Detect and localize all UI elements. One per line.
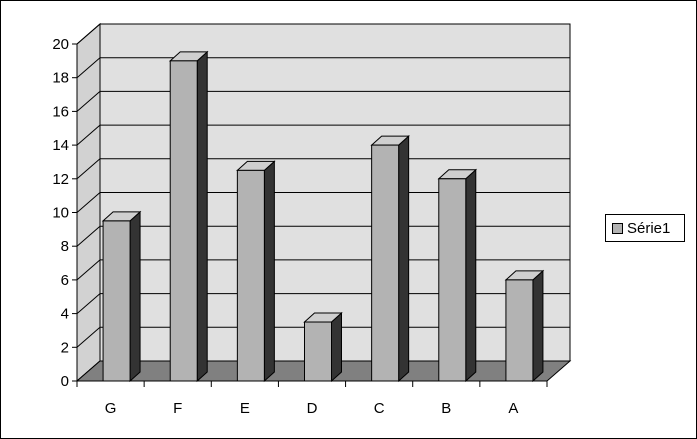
bar-side-E	[264, 161, 274, 381]
bar-F	[170, 61, 197, 381]
bar-side-B	[466, 170, 476, 381]
x-tick-label-D: D	[307, 400, 318, 417]
y-tick-label-2: 4	[61, 306, 69, 323]
legend-swatch-serie1	[612, 223, 623, 234]
y-tick-label-5: 10	[52, 205, 69, 222]
bar-A	[506, 280, 533, 381]
x-tick-label-B: B	[441, 400, 451, 417]
x-tick-label-E: E	[240, 400, 250, 417]
y-tick-label-9: 18	[52, 70, 69, 87]
bar-side-A	[533, 271, 543, 381]
bar-B	[439, 179, 466, 381]
y-tick-label-4: 8	[61, 238, 69, 255]
bar-E	[237, 170, 264, 381]
x-tick-label-A: A	[508, 400, 518, 417]
bar-side-D	[332, 313, 342, 381]
y-tick-label-6: 12	[52, 171, 69, 188]
y-tick-label-8: 16	[52, 103, 69, 120]
legend-label-serie1: Série1	[627, 220, 670, 237]
x-tick-label-C: C	[374, 400, 385, 417]
y-tick-label-7: 14	[52, 137, 69, 154]
x-tick-label-G: G	[105, 400, 117, 417]
bar-D	[305, 322, 332, 381]
legend: Série1	[605, 214, 685, 242]
bar-side-G	[130, 212, 140, 381]
y-tick-label-1: 2	[61, 339, 69, 356]
x-tick-label-F: F	[173, 400, 182, 417]
bar-G	[103, 221, 130, 381]
y-tick-label-10: 20	[52, 36, 69, 53]
bar-C	[372, 145, 399, 381]
y-tick-label-3: 6	[61, 272, 69, 289]
y-tick-label-0: 0	[61, 373, 69, 390]
bar-side-F	[197, 52, 207, 381]
bar-side-C	[399, 136, 409, 381]
